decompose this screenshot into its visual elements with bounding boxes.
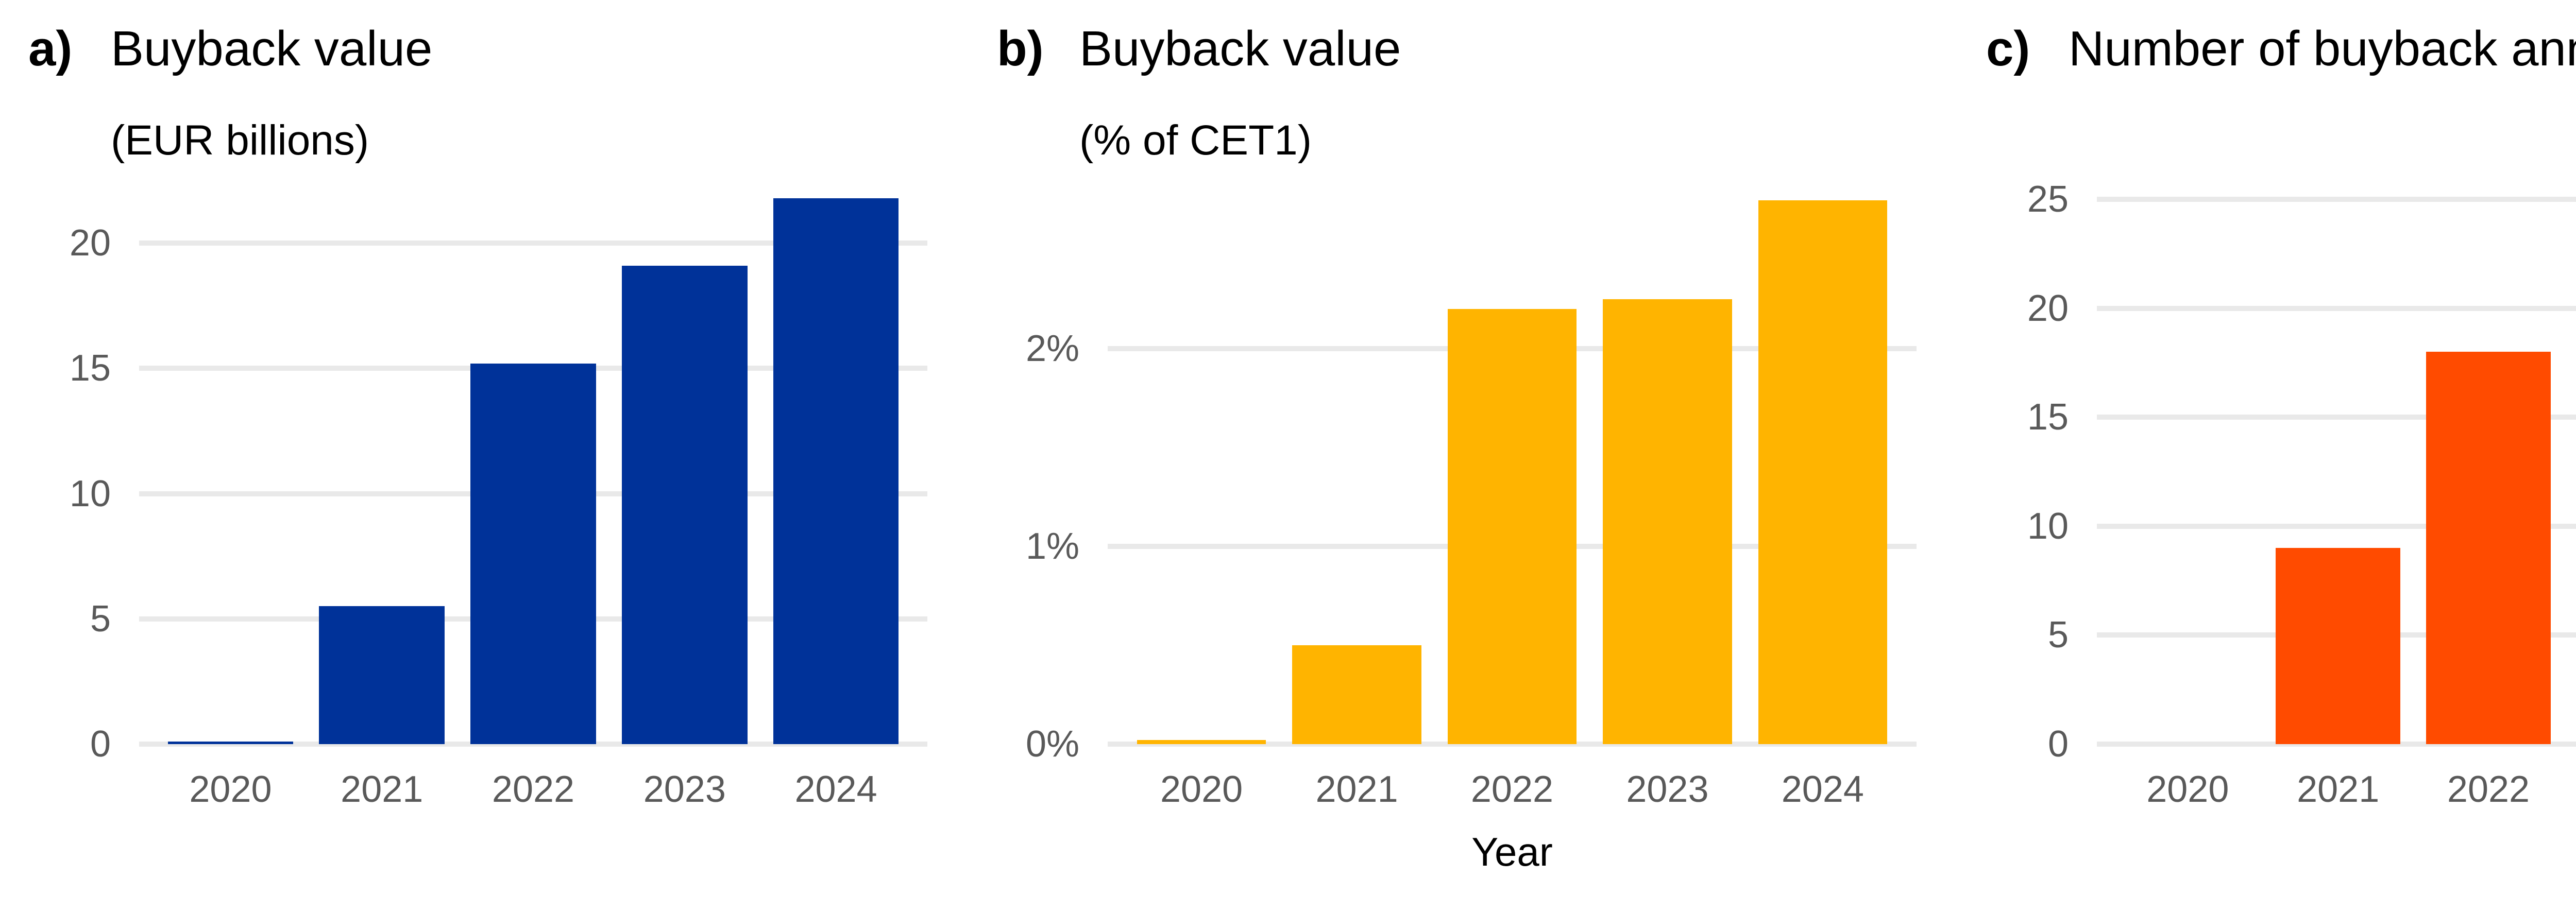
panel-a-title-row: a) Buyback value (EUR billions) <box>0 0 969 164</box>
x-tick-label-2024: 2024 <box>1781 769 1864 810</box>
gridline-0 <box>2097 742 2576 747</box>
panel-a-letter: a) <box>28 21 73 76</box>
x-tick-label-2022: 2022 <box>1470 769 1554 810</box>
x-axis-tick-row: 2020 2021 2022 2023 2024 <box>1124 744 1900 808</box>
bar-slot-2020 <box>2112 191 2263 744</box>
x-tick-label-2021: 2021 <box>341 769 423 810</box>
panel-c-y-axis: 0 5 10 15 20 25 <box>1958 181 2069 763</box>
bar-slot-2021 <box>1279 191 1434 744</box>
panel-a-chart-title: Buyback value <box>111 21 433 76</box>
y-tick-label: 10 <box>69 473 111 514</box>
x-tick-label-2023: 2023 <box>643 769 726 810</box>
x-tick-label-2023: 2023 <box>1626 769 1709 810</box>
y-tick-label: 5 <box>2047 614 2069 656</box>
panel-a-chart-area: 0 5 10 15 20 2020 2021 2022 2023 2024 <box>0 191 969 808</box>
x-tick-label-2022: 2022 <box>492 769 575 810</box>
panel-a-y-axis: 0 5 10 15 20 <box>0 191 111 763</box>
bar-2022 <box>470 363 596 744</box>
bar-slot-2023 <box>1590 191 1745 744</box>
gridline-20 <box>139 240 927 246</box>
panel-a-chart-subtitle: (EUR billions) <box>111 116 369 164</box>
x-tick-label-2021: 2021 <box>1315 769 1398 810</box>
x-tick-label-2023: 2023 <box>2564 771 2576 808</box>
x-tick-label-2020: 2020 <box>1160 769 1243 810</box>
bar-slot-2021 <box>306 191 457 744</box>
panel-c-buyback-announcements: c) Number of buyback announcements 0 5 10 1… <box>1958 0 2576 912</box>
bar-2022 <box>2426 352 2551 744</box>
y-tick-label: 20 <box>2027 287 2069 329</box>
gridline-15 <box>2097 415 2576 420</box>
bar-2024 <box>773 198 899 744</box>
panel-b-letter: b) <box>997 21 1044 76</box>
x-tick-label-2022: 2022 <box>2447 769 2530 810</box>
panel-c-titles: Number of buyback announcements <box>2069 22 2576 117</box>
panel-a-buyback-value-eur: a) Buyback value (EUR billions) 0 5 10 15 20… <box>0 0 969 912</box>
bar-slot-2021 <box>2263 191 2413 744</box>
x-tick-label-2024: 2024 <box>794 769 877 810</box>
bar-2020 <box>1137 740 1266 744</box>
bar-slot-2023 <box>2564 191 2576 744</box>
bar-2021 <box>2276 548 2401 744</box>
panel-b-chart-area: 0% 1% 2% 2020 2021 2022 2023 2024 <box>969 191 1958 808</box>
bar-slot-2022 <box>2413 191 2564 744</box>
panel-a-titles: Buyback value (EUR billions) <box>111 22 969 164</box>
y-tick-label: 0% <box>1025 724 1079 765</box>
panel-a-plot-area: 2020 2021 2022 2023 2024 <box>139 191 927 808</box>
x-axis-tick-row: 2020 2021 2022 2023 2024 <box>155 744 912 808</box>
bar-slot-2024 <box>760 191 912 744</box>
y-tick-label: 15 <box>2027 397 2069 438</box>
y-tick-label: 5 <box>90 598 111 640</box>
bar-slot-2022 <box>457 191 609 744</box>
y-tick-label: 20 <box>69 222 111 264</box>
y-tick-label: 0 <box>2047 724 2069 765</box>
bar-2020 <box>167 742 294 744</box>
panel-b-chart-title: Buyback value <box>1079 21 1401 76</box>
x-tick-label-2020: 2020 <box>2146 769 2229 810</box>
bar-slot-2024 <box>1745 191 1900 744</box>
panel-b-x-axis-title: Year <box>1471 829 1553 874</box>
panel-b-titles: Buyback value (% of CET1) <box>1079 22 1958 164</box>
gridline-20 <box>2097 305 2576 311</box>
y-tick-label: 15 <box>69 348 111 389</box>
bar-row <box>2112 191 2576 744</box>
bar-2021 <box>1292 645 1421 744</box>
panel-b-chart-subtitle: (% of CET1) <box>1079 116 1312 164</box>
panel-b-y-axis: 0% 1% 2% <box>969 191 1079 763</box>
bar-2023 <box>1603 299 1732 744</box>
y-tick-label: 1% <box>1025 526 1079 567</box>
gridline-0% <box>1108 742 1917 747</box>
bar-row <box>155 191 912 744</box>
gridline-10 <box>2097 523 2576 529</box>
y-tick-label: 0 <box>90 724 111 765</box>
bar-2021 <box>319 606 445 744</box>
bar-row <box>1124 191 1900 744</box>
x-tick-label-2021: 2021 <box>2297 769 2380 810</box>
panel-b-buyback-value-cet1: b) Buyback value (% of CET1) 0% 1% 2% 2020… <box>969 0 1958 912</box>
panel-b-plot-area: 2020 2021 2022 2023 2024 <box>1108 191 1917 808</box>
panel-b-title-row: b) Buyback value (% of CET1) <box>969 0 1958 164</box>
bar-slot-2023 <box>609 191 760 744</box>
bar-slot-2020 <box>1124 191 1279 744</box>
panel-c-chart-title: Number of buyback announcements <box>2069 21 2576 76</box>
y-tick-label: 10 <box>2027 505 2069 547</box>
gridline-25 <box>2097 196 2576 202</box>
panel-c-title-row: c) Number of buyback announcements <box>1958 0 2576 117</box>
bar-2024 <box>1758 200 1887 744</box>
bar-slot-2020 <box>155 191 307 744</box>
y-tick-label: 2% <box>1025 328 1079 370</box>
y-tick-label: 25 <box>2027 178 2069 220</box>
x-tick-label-2020: 2020 <box>189 769 272 810</box>
panel-c-letter: c) <box>1986 21 2030 76</box>
bar-2022 <box>1447 309 1577 744</box>
bar-slot-2022 <box>1434 191 1589 744</box>
gridline-0 <box>139 742 927 747</box>
bar-2023 <box>621 265 748 744</box>
